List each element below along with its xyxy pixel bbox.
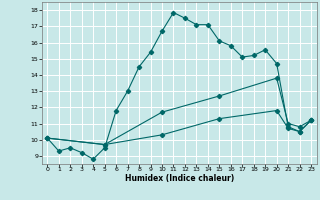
X-axis label: Humidex (Indice chaleur): Humidex (Indice chaleur) [124, 174, 234, 183]
